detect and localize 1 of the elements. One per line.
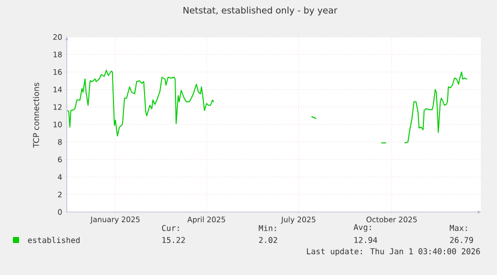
chart-title: Netstat, established only - by year [184,6,338,16]
